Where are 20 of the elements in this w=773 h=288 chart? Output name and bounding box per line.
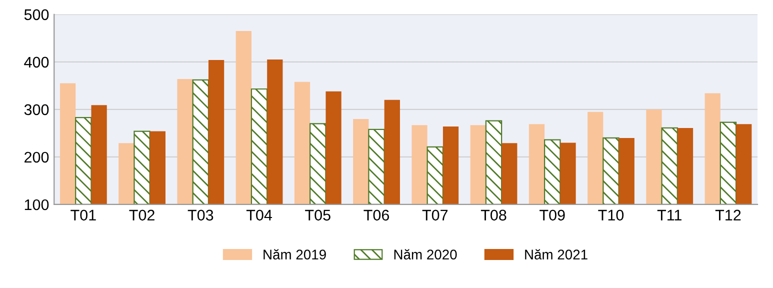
legend-label: Năm 2020	[394, 249, 457, 260]
x-tick-label: T10	[598, 210, 624, 221]
x-tick-label: T05	[305, 210, 330, 221]
x-tick-label: T12	[715, 210, 741, 220]
x-tick-label: T01	[70, 210, 96, 221]
x-tick-label: T06	[364, 210, 390, 221]
legend-label: Năm 2019	[264, 249, 326, 260]
y-tick-label: 300	[24, 104, 49, 116]
y-tick-label: 500	[24, 9, 49, 20]
x-tick-label: T04	[246, 210, 272, 221]
y-tick-label: 200	[24, 152, 49, 163]
x-tick-label: T03	[188, 210, 214, 221]
x-tick-label: T02	[129, 210, 154, 221]
x-tick-label: T07	[422, 210, 448, 221]
x-tick-label: T11	[657, 210, 682, 220]
x-tick-label: T08	[480, 210, 506, 221]
y-tick-label: 100	[24, 199, 49, 210]
legend-label: Năm 2021	[525, 249, 588, 260]
x-tick-label: T09	[540, 210, 565, 221]
y-tick-label: 400	[24, 56, 49, 68]
